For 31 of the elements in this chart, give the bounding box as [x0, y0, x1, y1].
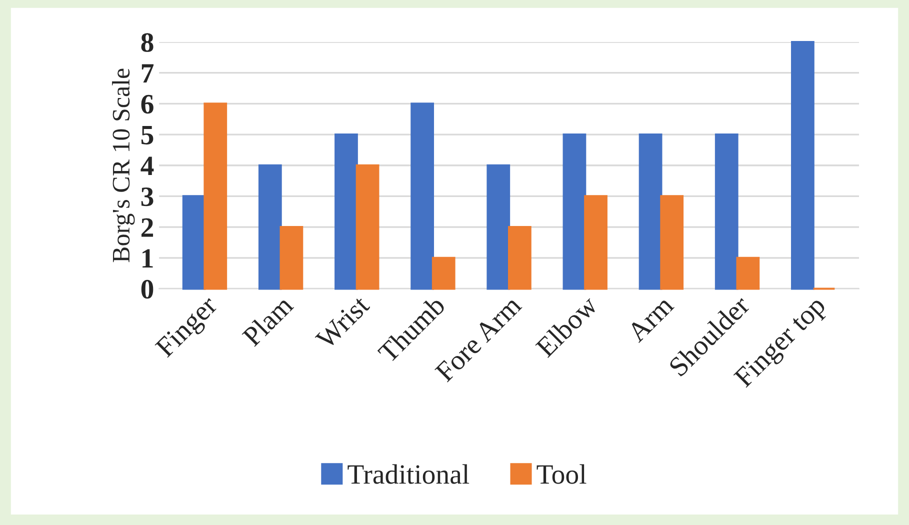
x-tick-label: Plam	[240, 294, 294, 348]
x-tick-label: Wrist	[314, 294, 371, 350]
bar	[508, 226, 532, 290]
bar	[356, 164, 380, 290]
legend-label: Traditional	[348, 464, 470, 484]
bar	[258, 164, 282, 290]
y-tick-label: 1	[142, 249, 153, 268]
bar	[714, 133, 738, 290]
y-tick-label: 6	[141, 94, 154, 114]
y-tick-label: 0	[141, 280, 154, 299]
bar	[182, 195, 206, 290]
bar	[432, 256, 456, 290]
bar	[562, 133, 586, 290]
bar	[410, 102, 434, 290]
bar	[486, 164, 510, 290]
bar	[584, 195, 608, 290]
y-tick-label: 8	[141, 33, 154, 52]
bar	[334, 133, 358, 290]
y-tick-label: 5	[141, 126, 154, 144]
y-axis-title: Borg's CR 10 Scale	[112, 68, 135, 262]
bar	[660, 195, 684, 290]
y-tick-label: 4	[140, 156, 154, 176]
bar	[280, 226, 304, 290]
legend-label: Tool	[536, 464, 586, 484]
y-tick-label: 7	[142, 64, 154, 82]
y-tick-label: 2	[141, 218, 154, 237]
bar	[204, 102, 228, 290]
bar	[736, 256, 760, 290]
y-tick-label: 3	[141, 187, 154, 206]
bar	[791, 40, 814, 290]
bar	[638, 133, 662, 290]
